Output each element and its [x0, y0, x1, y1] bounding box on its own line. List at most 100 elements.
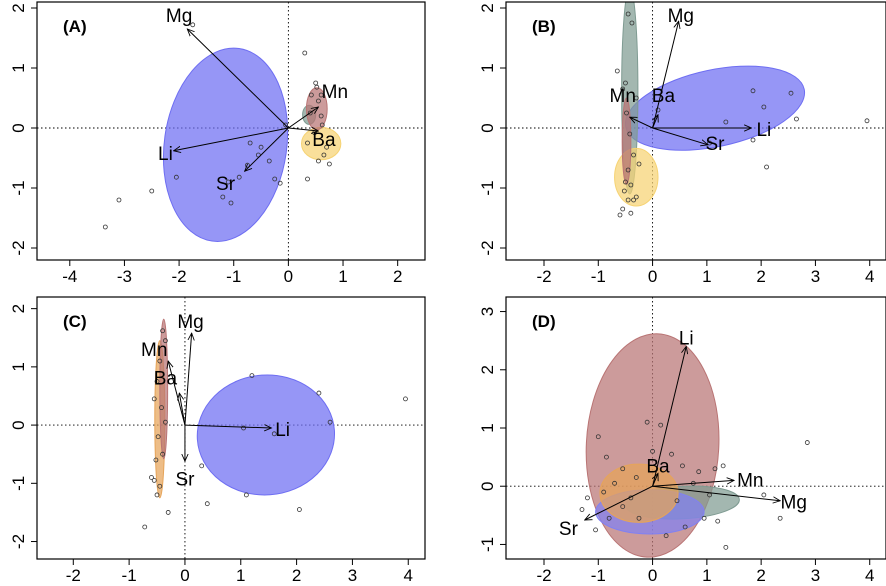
data-point — [620, 206, 626, 212]
x-tick-label: 1 — [702, 267, 711, 286]
data-point — [633, 194, 639, 200]
data-point — [327, 419, 333, 425]
vector-mn — [288, 107, 318, 129]
data-point — [153, 457, 159, 463]
x-tick-label: 1 — [338, 267, 347, 286]
data-point — [283, 122, 289, 128]
vector-mg — [652, 485, 781, 501]
panel-label: (C) — [63, 312, 87, 331]
data-point — [633, 475, 639, 480]
data-point — [631, 152, 636, 158]
data-point — [614, 68, 620, 74]
ellipse-red — [621, 97, 632, 185]
panel-a: Mg Mn Ba Li Sr (A) -4 -3 -2 -1 0 1 2 -2 -1 0 1 2 — [9, 1, 426, 286]
plot-frame — [36, 1, 426, 261]
data-point — [621, 188, 627, 194]
data-point — [163, 338, 168, 344]
x-tick-label: 2 — [393, 267, 402, 286]
plot-area: Mg Mn Ba Li Sr — [37, 2, 425, 260]
x-tick-label: 3 — [811, 566, 820, 585]
data-point — [314, 84, 320, 90]
x-tick-label: -4 — [62, 267, 77, 286]
data-point — [308, 92, 314, 98]
data-point — [628, 210, 634, 216]
panel-label: (A) — [63, 17, 87, 36]
data-point — [625, 197, 631, 203]
data-point — [620, 466, 626, 472]
data-point — [204, 501, 210, 507]
x-tick-label: 4 — [404, 566, 413, 585]
data-point — [199, 463, 205, 469]
data-point — [116, 197, 122, 203]
data-point — [628, 182, 634, 188]
x-tick-label: 2 — [756, 267, 765, 286]
y-tick-label: -2 — [9, 534, 28, 549]
data-point — [149, 188, 155, 194]
y-tick-label: 0 — [478, 481, 497, 490]
data-point — [160, 328, 166, 334]
data-point — [625, 11, 631, 17]
vector-label-ba: Ba — [652, 86, 676, 107]
vector-mg — [652, 21, 679, 129]
x-tick-label: -3 — [117, 267, 132, 286]
x-tick-label: -1 — [591, 566, 606, 585]
vector-ba — [179, 393, 186, 426]
vector-label-mg: Mg — [166, 6, 192, 27]
vector-label-ba: Ba — [154, 369, 178, 390]
data-point — [258, 144, 264, 150]
data-point — [650, 448, 655, 454]
data-point — [601, 489, 607, 495]
vector-label-mn: Mn — [737, 471, 763, 492]
x-tick-label: -2 — [172, 267, 187, 286]
vector-mn — [652, 480, 734, 487]
plot-frame — [36, 296, 426, 560]
plot-area: Li Mn Mg Ba Sr — [506, 297, 886, 559]
data-point — [750, 137, 756, 143]
vector-label-li: Li — [275, 420, 290, 441]
data-point — [631, 197, 636, 203]
vector-li — [652, 346, 687, 487]
y-tick-label: -2 — [478, 240, 497, 255]
vector-label-li: Li — [679, 329, 694, 350]
data-point — [155, 434, 161, 440]
x-tick-label: -1 — [122, 566, 137, 585]
vector-label-li: Li — [158, 144, 173, 165]
data-point — [620, 504, 626, 510]
data-point — [157, 358, 163, 364]
x-tick-label: -1 — [591, 267, 606, 286]
y-tick-label: -1 — [9, 180, 28, 195]
data-point — [606, 515, 612, 521]
vector-label-mg: Mg — [781, 493, 807, 514]
data-point — [629, 20, 635, 26]
data-point — [701, 515, 707, 521]
x-tick-label: 0 — [180, 566, 189, 585]
data-point — [620, 86, 626, 92]
data-point — [712, 466, 718, 472]
data-point — [788, 90, 794, 96]
vector-sr — [245, 127, 289, 171]
data-point — [305, 140, 310, 146]
data-point — [627, 131, 633, 137]
data-point — [151, 477, 157, 483]
y-tick-label: -1 — [478, 180, 497, 195]
data-point — [864, 118, 870, 124]
data-point — [777, 515, 783, 521]
y-tick-label: 0 — [9, 420, 28, 429]
x-tick-label: 2 — [756, 566, 765, 585]
data-point — [173, 174, 179, 180]
data-point — [151, 396, 157, 402]
data-point — [165, 510, 171, 515]
data-point — [663, 533, 669, 539]
data-point — [296, 507, 302, 512]
data-point — [761, 104, 767, 110]
data-point — [715, 518, 721, 524]
data-point — [595, 434, 601, 440]
data-point — [723, 119, 729, 125]
vector-mn — [168, 361, 186, 426]
y-tick-label: -1 — [9, 476, 28, 491]
y-tick-label: 1 — [9, 63, 28, 72]
y-tick-label: 1 — [9, 362, 28, 371]
y-tick-label: -1 — [478, 537, 497, 552]
x-tick-label: -1 — [226, 267, 241, 286]
